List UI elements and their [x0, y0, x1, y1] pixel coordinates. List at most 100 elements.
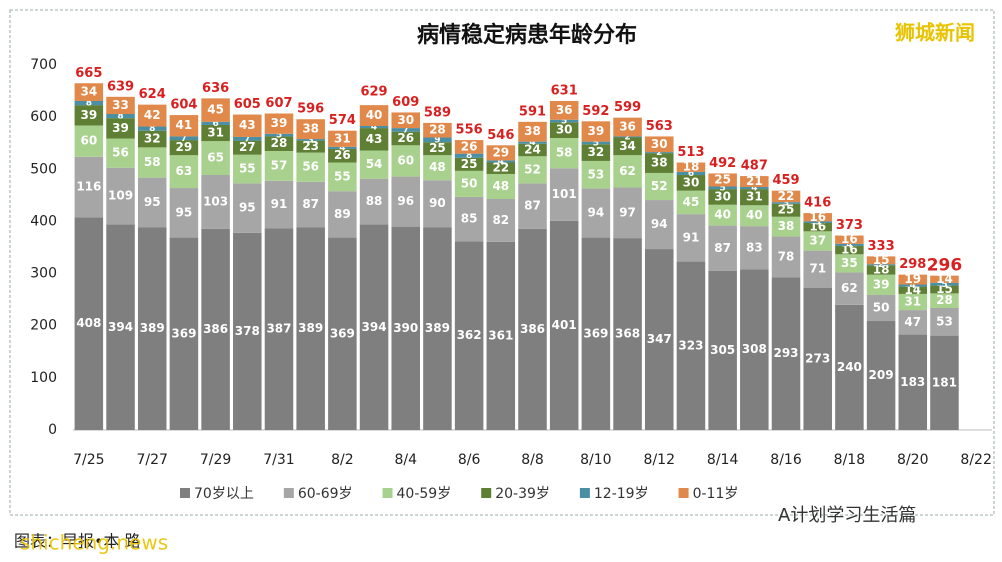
bar-segment: [137, 104, 167, 127]
bar-segment: [486, 241, 516, 430]
data-label: 305: [710, 343, 735, 357]
data-label: 91: [271, 197, 288, 211]
data-label: 48: [492, 179, 509, 193]
data-label: 25: [714, 172, 731, 186]
data-label: 60: [397, 153, 414, 167]
bar-segment: [676, 171, 706, 176]
bar-segment: [106, 114, 135, 119]
data-label: 387: [266, 322, 291, 336]
bar-segment: [708, 173, 737, 187]
total-label: 546: [487, 128, 514, 143]
bar-segment: [581, 188, 611, 238]
data-label: 39: [588, 124, 605, 138]
data-label: 8: [117, 112, 123, 122]
data-label: 8: [149, 124, 155, 134]
bar-segment: [518, 156, 547, 184]
bar-segment: [106, 96, 135, 115]
data-label: 26: [397, 131, 414, 145]
x-tick-label: 7/25: [73, 452, 104, 468]
data-label: 4: [498, 157, 504, 167]
bar-segment: [486, 162, 516, 174]
bar-segment: [613, 136, 642, 138]
bar-segment: [771, 190, 801, 203]
legend-label: 12-19岁: [594, 486, 649, 502]
y-tick-label: 400: [30, 213, 57, 229]
bar-segment: [771, 216, 801, 237]
data-label: 45: [683, 195, 700, 209]
data-label: 54: [366, 157, 383, 171]
bar-segment: [169, 188, 199, 238]
data-label: 308: [742, 342, 767, 356]
bar-segment: [328, 146, 357, 149]
bar-segment: [137, 130, 167, 148]
bar-segment: [137, 147, 167, 178]
bar-segment: [581, 160, 611, 189]
total-label: 513: [677, 145, 704, 160]
bar-segment: [898, 310, 928, 335]
data-label: 109: [108, 189, 133, 203]
watermark: 狮城新闻: [895, 21, 975, 45]
bar-segment: [423, 122, 452, 138]
bar-segment: [549, 168, 579, 221]
data-label: 369: [330, 326, 355, 340]
bar-segment: [898, 284, 928, 287]
data-label: 55: [334, 169, 351, 183]
data-label: 33: [112, 98, 129, 112]
bar-segment: [454, 153, 484, 158]
bar-segment: [486, 145, 516, 161]
bar-segment: [644, 136, 674, 153]
x-tick-label: 8/6: [458, 452, 481, 468]
data-label: 103: [203, 194, 228, 208]
total-label: 599: [614, 100, 641, 115]
bar-segment: [296, 152, 325, 182]
bar-segment: [74, 105, 104, 126]
bar-segment: [708, 270, 737, 430]
bar-segment: [74, 100, 104, 106]
total-label: 556: [456, 123, 483, 138]
data-label: 5: [941, 280, 947, 290]
bar-segment: [359, 105, 389, 127]
bar-segment: [328, 237, 357, 430]
data-label: 15: [873, 253, 890, 267]
data-label: 96: [397, 194, 414, 208]
bar-segment: [74, 217, 104, 430]
data-label: 389: [298, 321, 323, 335]
data-label: 390: [393, 321, 418, 335]
total-label: 333: [868, 239, 895, 254]
data-label: 29: [176, 140, 193, 154]
data-label: 94: [588, 206, 605, 220]
data-label: 2: [878, 260, 884, 270]
data-label: 4: [846, 240, 852, 250]
data-label: 82: [492, 213, 509, 227]
data-label: 24: [524, 142, 541, 156]
bar-segment: [106, 224, 135, 430]
bar-segment: [486, 173, 516, 200]
bar-segment: [264, 228, 294, 430]
legend-swatch: [283, 488, 294, 498]
bar-segment: [137, 126, 167, 131]
bar-segment: [549, 100, 579, 120]
data-label: 38: [302, 122, 319, 136]
data-label: 30: [651, 137, 668, 151]
bar-segment: [296, 227, 325, 430]
data-label: 22: [778, 189, 795, 203]
data-label: 4: [751, 184, 757, 194]
bar-segment: [581, 237, 611, 430]
x-tick-label: 8/18: [834, 452, 865, 468]
bar-segment: [169, 155, 199, 189]
bar-segment: [740, 176, 769, 188]
bar-segment: [740, 269, 769, 430]
data-label: 40: [714, 208, 731, 222]
bar-segment: [201, 228, 230, 430]
bar-segment: [803, 213, 832, 222]
bar-segment: [930, 285, 959, 294]
total-label: 631: [551, 83, 578, 98]
data-label: 39: [80, 108, 97, 122]
bar-segment: [676, 162, 706, 172]
bar-segment: [835, 304, 864, 430]
data-label: 386: [203, 322, 228, 336]
bar-segment: [898, 293, 928, 311]
data-label: 183: [900, 375, 925, 389]
bar-segment: [264, 180, 294, 229]
total-label: 665: [75, 66, 102, 81]
